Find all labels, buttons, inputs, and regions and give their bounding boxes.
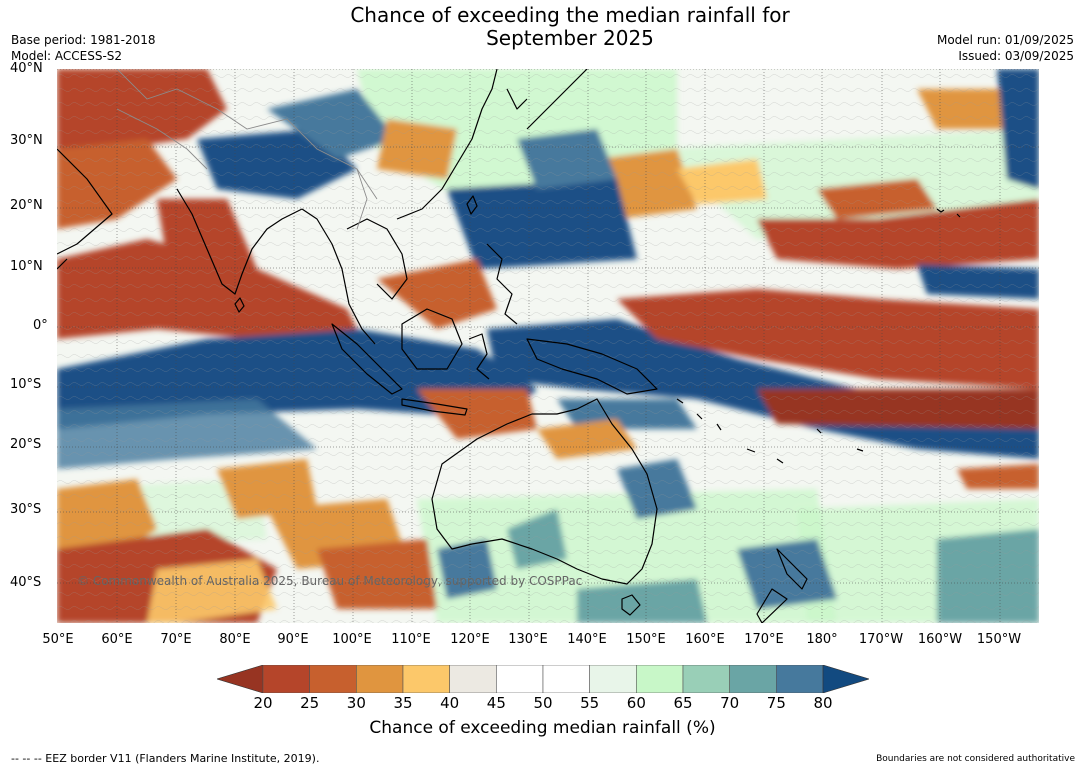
colorbar: [217, 665, 869, 693]
map-title-line1: Chance of exceeding the median rainfall …: [350, 3, 790, 27]
lat-label-20n: 20°N: [10, 198, 43, 213]
colorbar-tick-label: 75: [766, 694, 786, 712]
meta-right: Model run: 01/09/2025 Issued: 03/09/2025: [937, 32, 1074, 64]
colorbar-segment: [589, 665, 637, 693]
copyright-notice: © Commonwealth of Australia 2025, Bureau…: [77, 574, 582, 588]
issued-date: Issued: 03/09/2025: [958, 49, 1074, 63]
lon-label-170e: 170°E: [744, 632, 784, 647]
colorbar-tick-label: 80: [813, 694, 833, 712]
lat-label-10s: 10°S: [10, 377, 42, 392]
colorbar-under-arrow: [217, 665, 264, 693]
lon-label-70e: 70°E: [160, 632, 192, 647]
country-borders: [116, 69, 378, 230]
lon-label-80e: 80°E: [219, 632, 251, 647]
lat-label-20s: 20°S: [10, 437, 42, 452]
graticule: [57, 69, 1039, 623]
colorbar-segment: [729, 665, 777, 693]
colorbar-tick-label: 35: [393, 694, 413, 712]
colorbar-segment: [356, 665, 404, 693]
colorbar-segment: [636, 665, 684, 693]
contour-texture: [57, 69, 1039, 623]
map-title-line2: September 2025: [486, 26, 654, 50]
lon-label-110e: 110°E: [391, 632, 431, 647]
base-period: Base period: 1981-2018: [11, 33, 156, 47]
colorbar-tick-label: 20: [253, 694, 273, 712]
lon-label-60e: 60°E: [101, 632, 133, 647]
meta-left: Base period: 1981-2018 Model: ACCESS-S2: [11, 32, 156, 64]
colorbar-tick-label: 70: [720, 694, 740, 712]
colorbar-segment: [262, 665, 310, 693]
lon-label-130e: 130°E: [508, 632, 548, 647]
rainfall-map: © Commonwealth of Australia 2025, Bureau…: [57, 69, 1039, 623]
lat-label-30s: 30°S: [10, 502, 42, 517]
colorbar-over-arrow: [822, 665, 869, 693]
boundaries-disclaimer: Boundaries are not considered authoritat…: [876, 754, 1075, 764]
colorbar-segment: [496, 665, 544, 693]
model-run: Model run: 01/09/2025: [936, 33, 1074, 47]
lon-label-160w: 160°W: [917, 632, 963, 647]
lon-label-50e: 50°E: [42, 632, 74, 647]
lon-label-150w: 150°W: [976, 632, 1022, 647]
lat-label-40s: 40°S: [10, 575, 42, 590]
colorbar-segment: [309, 665, 357, 693]
colorbar-tick-label: 50: [533, 694, 553, 712]
lon-label-150e: 150°E: [626, 632, 666, 647]
lat-label-30n: 30°N: [10, 133, 43, 148]
model-name: Model: ACCESS-S2: [11, 49, 123, 63]
lon-label-120e: 120°E: [450, 632, 490, 647]
colorbar-tick-label: 60: [626, 694, 646, 712]
colorbar-tick-label: 45: [486, 694, 506, 712]
colorbar-tick-label: 65: [673, 694, 693, 712]
lat-label-0: 0°: [33, 318, 48, 333]
lon-label-170w: 170°W: [858, 632, 904, 647]
map-title: Chance of exceeding the median rainfall …: [0, 4, 1085, 50]
lon-label-180: 180°: [806, 632, 838, 647]
colorbar-tick-label: 40: [440, 694, 460, 712]
lon-label-160e: 160°E: [685, 632, 725, 647]
colorbar-segment: [402, 665, 450, 693]
colorbar-segment: [776, 665, 824, 693]
lon-label-140e: 140°E: [567, 632, 607, 647]
colorbar-label: Chance of exceeding median rainfall (%): [369, 718, 716, 738]
colorbar-segment: [449, 665, 497, 693]
colorbar-tick-label: 25: [300, 694, 320, 712]
colorbar-tick-label: 55: [580, 694, 600, 712]
colorbar-segment: [542, 665, 590, 693]
lat-label-40n: 40°N: [10, 61, 43, 76]
lon-label-100e: 100°E: [332, 632, 372, 647]
lon-label-90e: 90°E: [277, 632, 309, 647]
colorbar-segment: [682, 665, 730, 693]
eez-border-note: -- -- -- EEZ border V11 (Flanders Marine…: [11, 752, 320, 765]
colorbar-tick-label: 30: [346, 694, 366, 712]
coastlines: [57, 69, 961, 623]
lat-label-10n: 10°N: [10, 259, 43, 274]
